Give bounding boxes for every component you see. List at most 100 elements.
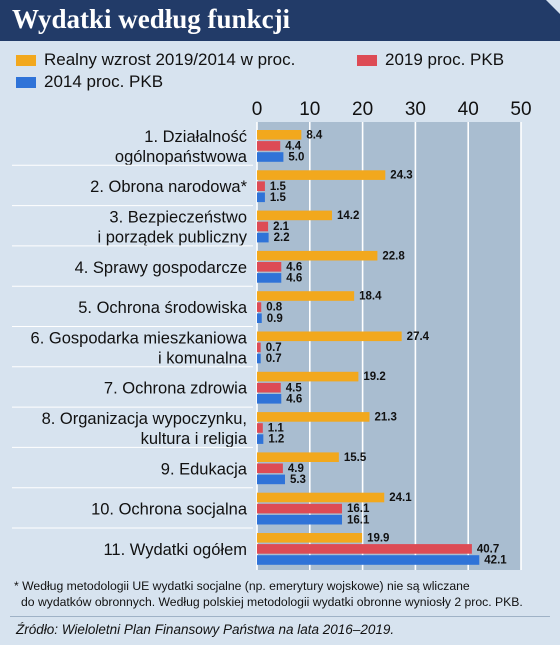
bar xyxy=(257,382,281,393)
bar-value-label: 21.3 xyxy=(374,412,396,424)
category-label: 4. Sprawy gospodarcze xyxy=(75,259,247,277)
footnote-line-1: * Według metodologii UE wydatki socjalne… xyxy=(14,579,470,593)
bar xyxy=(257,533,363,543)
bar xyxy=(257,434,264,444)
category-label: i komunalna xyxy=(158,349,248,367)
legend-label-growth: Realny wzrost 2019/2014 w proc. xyxy=(44,50,296,69)
bar-value-label: 24.1 xyxy=(389,492,412,504)
header-corner xyxy=(546,0,560,14)
bar-value-label: 14.2 xyxy=(337,210,359,222)
bar xyxy=(257,342,261,353)
bar-value-label: 0.7 xyxy=(266,342,282,354)
bar-value-label: 0.8 xyxy=(266,302,283,314)
bar xyxy=(257,492,385,503)
chart-title: Wydatki według funkcji xyxy=(12,4,291,34)
bar xyxy=(257,250,378,261)
bar-value-label: 0.7 xyxy=(266,353,282,365)
bar xyxy=(257,514,343,525)
bar xyxy=(257,130,302,140)
bar xyxy=(257,152,284,162)
bar xyxy=(257,394,282,404)
bar xyxy=(257,353,261,364)
category-label: 1. Działalność xyxy=(144,128,247,146)
legend-label-2014: 2014 proc. PKB xyxy=(44,72,164,91)
bar xyxy=(257,544,472,554)
bar xyxy=(257,371,359,382)
legend-item-growth: Realny wzrost 2019/2014 w proc. xyxy=(16,50,295,70)
x-tick-label: 50 xyxy=(510,99,531,120)
bar xyxy=(257,262,282,272)
legend-swatch-growth xyxy=(16,54,36,66)
bar xyxy=(257,503,343,514)
category-label: 6. Gospodarka mieszkaniowa xyxy=(31,329,248,347)
bar-value-label: 5.0 xyxy=(288,152,304,164)
bar-value-label: 4.6 xyxy=(286,261,302,273)
bar xyxy=(257,210,332,221)
bar-value-label: 16.1 xyxy=(347,503,370,515)
category-label: 7. Ochrona zdrowia xyxy=(104,380,248,398)
category-label: ogólnopaństwowa xyxy=(115,148,248,166)
legend-swatch-2014 xyxy=(16,76,36,88)
bar-value-label: 18.4 xyxy=(359,291,382,303)
legend-item-2019: 2019 proc. PKB xyxy=(357,50,504,70)
bar-value-label: 16.1 xyxy=(347,514,370,526)
header-bar: Wydatki według funkcji xyxy=(0,0,560,41)
category-label: i porządek publiczny xyxy=(98,229,248,247)
category-label: kultura i religia xyxy=(141,430,248,448)
divider xyxy=(10,616,550,617)
bar-value-label: 22.8 xyxy=(382,250,405,262)
bar-value-label: 4.6 xyxy=(286,393,302,405)
bar xyxy=(257,232,269,243)
legend-item-2014: 2014 proc. PKB xyxy=(16,72,163,92)
bar-value-label: 4.6 xyxy=(286,273,302,285)
bar-value-label: 4.4 xyxy=(285,141,302,153)
x-tick-label: 30 xyxy=(405,99,426,120)
x-tick-label: 10 xyxy=(299,99,320,120)
legend: Realny wzrost 2019/2014 w proc. 2019 pro… xyxy=(0,44,560,96)
bar-value-label: 1.5 xyxy=(270,181,287,193)
bar xyxy=(257,192,265,203)
legend-swatch-2019 xyxy=(357,54,377,66)
bar xyxy=(257,181,265,191)
category-label: 8. Organizacja wypoczynku, xyxy=(42,410,247,428)
x-tick-label: 0 xyxy=(252,99,263,120)
bar-value-label: 4.5 xyxy=(286,382,303,394)
category-label: 11. Wydatki ogółem xyxy=(103,541,247,559)
bar-value-label: 42.1 xyxy=(484,555,507,567)
bar-value-label: 2.2 xyxy=(274,232,290,244)
bar-value-label: 1.2 xyxy=(268,434,284,446)
x-tick-label: 40 xyxy=(458,99,479,120)
category-label: 9. Edukacja xyxy=(161,460,248,478)
bar xyxy=(257,221,269,232)
bar xyxy=(257,313,262,323)
x-tick-label: 20 xyxy=(352,99,373,120)
bar-value-label: 2.1 xyxy=(273,221,290,233)
bar-value-label: 8.4 xyxy=(306,129,323,141)
footnote: * Według metodologii UE wydatki socjalne… xyxy=(14,578,550,610)
bar xyxy=(257,302,262,312)
bar xyxy=(257,423,263,433)
category-label: 3. Bezpieczeństwo xyxy=(109,209,247,227)
bar-value-label: 4.9 xyxy=(288,463,304,475)
bar-value-label: 15.5 xyxy=(344,452,367,464)
bar-value-label: 1.5 xyxy=(270,192,287,204)
bar-value-label: 24.3 xyxy=(390,170,412,182)
bar-value-label: 1.1 xyxy=(268,423,285,435)
bar-value-label: 0.9 xyxy=(267,313,283,325)
bar xyxy=(257,273,282,283)
bar-value-label: 5.3 xyxy=(290,474,306,486)
footnote-line-2: do wydatków obronnych. Według polskiej m… xyxy=(21,595,523,609)
bar xyxy=(257,474,285,485)
bar xyxy=(257,452,339,462)
category-label: 10. Ochrona socjalna xyxy=(91,501,248,519)
bar-value-label: 19.9 xyxy=(367,532,389,544)
bar xyxy=(257,555,480,565)
bar xyxy=(257,463,283,474)
bar xyxy=(257,170,386,180)
bar xyxy=(257,291,355,301)
bar-value-label: 27.4 xyxy=(407,331,430,343)
bar xyxy=(257,141,281,151)
source-note: Źródło: Wieloletni Plan Finansowy Państw… xyxy=(16,622,395,637)
bar xyxy=(257,331,402,342)
bar-chart: 0 10 20 30 40 50 8.4 4.45.0 1. Działalność ogólno… xyxy=(12,99,532,570)
